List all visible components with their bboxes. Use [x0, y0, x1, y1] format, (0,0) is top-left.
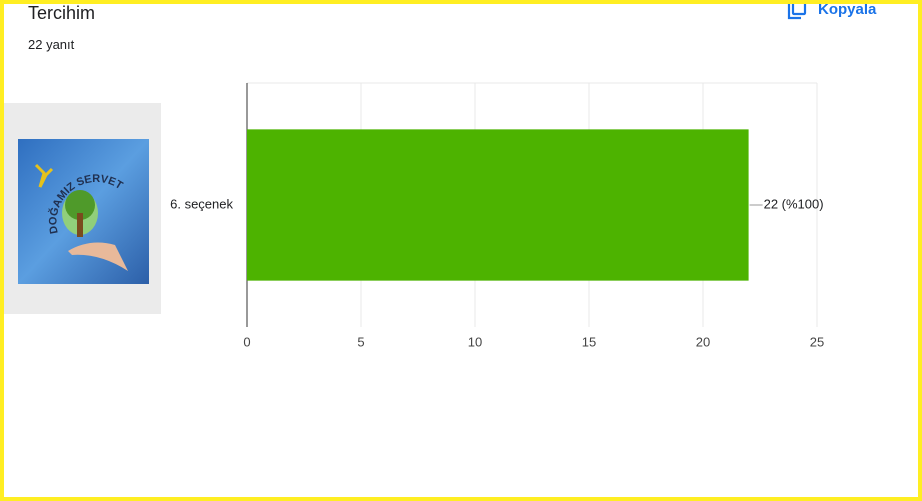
logo-image: DOĞAMIZ SERVET	[18, 139, 149, 284]
copy-button[interactable]: Kopyala	[786, 0, 877, 20]
x-tick-label: 5	[357, 334, 364, 349]
x-tick-label: 15	[582, 334, 596, 349]
bar	[247, 129, 749, 281]
x-tick-label: 0	[243, 334, 250, 349]
chart-title: Tercihim	[28, 3, 96, 23]
image-container: DOĞAMIZ SERVET	[4, 103, 161, 314]
x-tick-label: 20	[696, 334, 710, 349]
copy-icon	[787, 4, 807, 20]
response-count: 22 yanıt	[28, 37, 75, 52]
copy-label[interactable]: Kopyala	[818, 0, 877, 18]
x-tick-label: 10	[468, 334, 482, 349]
y-tick-label: 6. seçenek	[170, 196, 233, 211]
data-label: 22 (%100)	[764, 196, 824, 211]
x-tick-label: 25	[810, 334, 824, 349]
